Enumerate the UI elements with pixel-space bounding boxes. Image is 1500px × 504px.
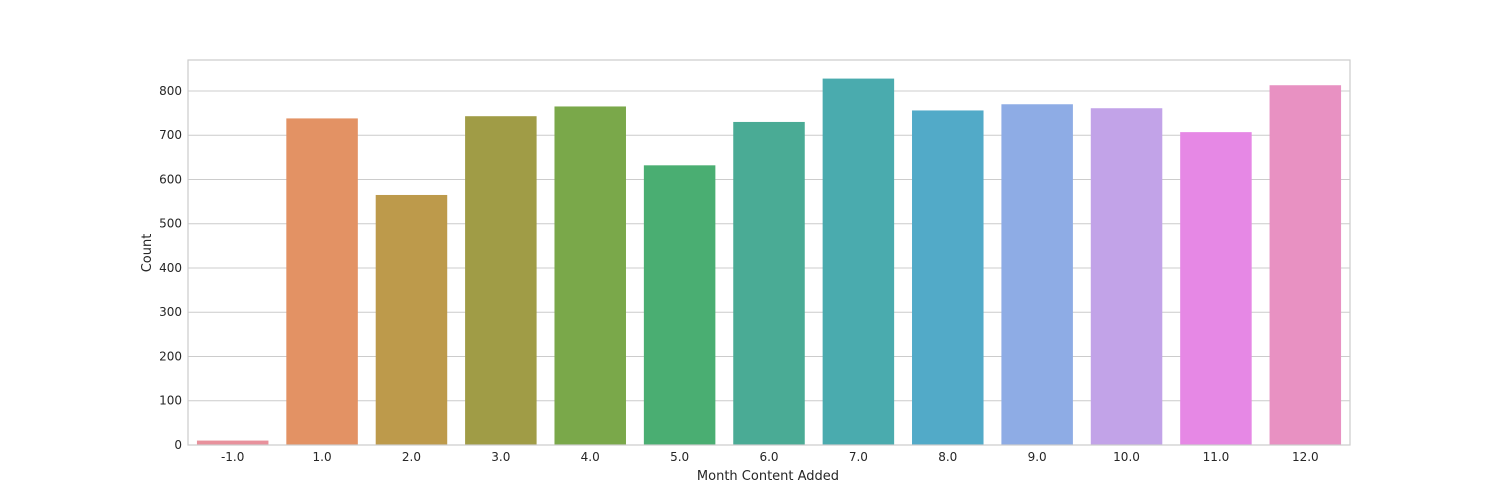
x-tick-label: 6.0 xyxy=(759,450,778,464)
bar xyxy=(375,194,448,445)
x-tick-label: -1.0 xyxy=(221,450,244,464)
y-tick-labels: 0 100 200 300 400 500 600 700 800 xyxy=(159,84,182,452)
x-tick-labels: -1.0 1.0 2.0 3.0 4.0 5.0 6.0 7.0 8.0 9.0 10.0 11.0 1… xyxy=(221,450,1319,464)
bar xyxy=(1269,85,1342,446)
bar xyxy=(822,78,895,445)
bar xyxy=(912,110,984,445)
y-tick-label: 700 xyxy=(159,128,182,142)
bar xyxy=(733,121,805,445)
x-tick-label: 5.0 xyxy=(670,450,689,464)
y-tick-label: 0 xyxy=(174,438,182,452)
x-tick-label: 1.0 xyxy=(313,450,332,464)
y-tick-label: 200 xyxy=(159,349,182,363)
x-tick-label: 2.0 xyxy=(402,450,421,464)
y-tick-label: 100 xyxy=(159,394,182,408)
bar xyxy=(554,106,626,445)
bar xyxy=(1180,132,1252,445)
x-tick-label: 12.0 xyxy=(1292,450,1319,464)
bar xyxy=(286,118,358,446)
bar xyxy=(465,116,537,446)
plot-frame xyxy=(187,59,1351,446)
x-tick-label: 9.0 xyxy=(1028,450,1047,464)
x-axis-label: Month Content Added xyxy=(697,469,839,484)
x-tick-label: 8.0 xyxy=(938,450,957,464)
bar xyxy=(196,440,269,445)
y-tick-label: 500 xyxy=(159,217,182,231)
y-tick-label: 400 xyxy=(159,261,182,275)
x-tick-label: 7.0 xyxy=(849,450,868,464)
axes-frame xyxy=(187,59,1351,446)
bar xyxy=(1090,108,1163,446)
bars xyxy=(196,78,1342,446)
x-tick-label: 3.0 xyxy=(491,450,510,464)
x-tick-label: 11.0 xyxy=(1203,450,1230,464)
y-tick-label: 800 xyxy=(159,84,182,98)
bar xyxy=(643,165,716,445)
y-tick-label: 600 xyxy=(159,172,182,186)
bar xyxy=(1001,104,1073,446)
y-axis-label: Count xyxy=(140,234,155,273)
x-tick-label: 4.0 xyxy=(581,450,600,464)
x-tick-label: 10.0 xyxy=(1113,450,1140,464)
y-tick-label: 300 xyxy=(159,305,182,319)
